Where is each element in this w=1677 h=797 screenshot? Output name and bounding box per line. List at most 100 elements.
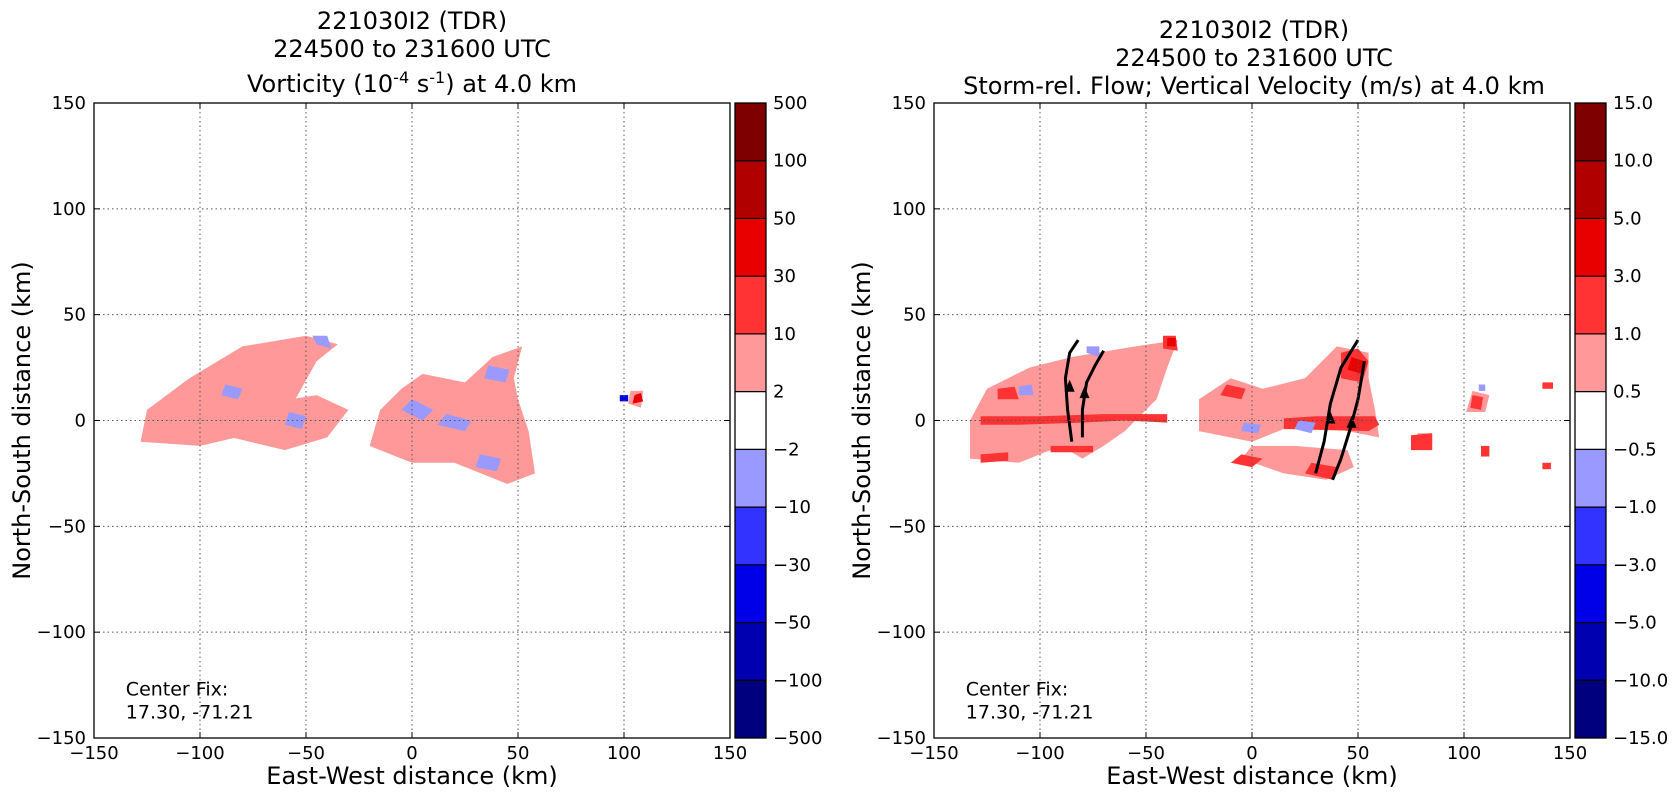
y-axis-label: North-South distance (km): [8, 261, 36, 580]
colorbar-tick-label: −0.5: [1613, 439, 1657, 460]
y-tick-label: 150: [52, 93, 86, 114]
contour-region: [980, 414, 1168, 425]
contour-region: [980, 452, 1009, 463]
colorbar-tick-label: −500: [773, 728, 822, 749]
contour-region: [1542, 382, 1553, 389]
colorbar-segment: [1575, 160, 1606, 219]
x-tick-label: 0: [1246, 743, 1257, 764]
streamline: [1080, 349, 1105, 438]
colorbar-segment: [735, 622, 766, 681]
colorbar-tick-label: −1.0: [1613, 497, 1657, 518]
contour-region: [369, 346, 535, 484]
contour-region: [284, 412, 306, 429]
contour-region: [1347, 357, 1365, 374]
center-fix-value: 17.30, -71.21: [126, 702, 254, 724]
colorbar-segment: [1575, 103, 1606, 161]
title-line-1: 221030I2 (TDR): [1159, 16, 1349, 44]
title-line-3: Storm-rel. Flow; Vertical Velocity (m/s)…: [963, 72, 1545, 100]
colorbar-tick-label: 50: [773, 208, 796, 229]
x-tick-label: 100: [1447, 743, 1481, 764]
contour-region: [1220, 384, 1246, 400]
y-tick-label: −50: [48, 516, 86, 537]
x-tick-label: −50: [287, 743, 325, 764]
x-tick-label: 0: [406, 743, 417, 764]
colorbar-tick-label: −15.0: [1613, 728, 1668, 749]
colorbar-tick-label: −2: [773, 439, 800, 460]
colorbar-segment: [1575, 276, 1606, 334]
colorbar-segment: [1575, 622, 1606, 681]
colorbar-segment: [735, 680, 766, 738]
center-fix-value: 17.30, -71.21: [966, 702, 1094, 724]
colorbar-tick-label: 100: [773, 151, 807, 172]
title-prefix: Vorticity (10: [247, 70, 393, 98]
center-fix-label: Center Fix:: [966, 679, 1068, 701]
y-axis-label: North-South distance (km): [848, 261, 876, 580]
colorbar-tick-label: −10: [773, 497, 811, 518]
colorbar-tick-label: 500: [773, 93, 807, 114]
contour-region: [632, 393, 644, 404]
colorbar-segment: [1575, 391, 1606, 450]
y-tick-label: −100: [877, 622, 926, 643]
title-line-3: Vorticity (10-4 s-1) at 4.0 km: [247, 68, 577, 98]
x-tick-label: −50: [1127, 743, 1165, 764]
y-tick-label: −150: [877, 728, 926, 749]
contour-region: [997, 386, 1019, 400]
contour-region: [1305, 462, 1337, 480]
streamline-arrowhead: [1079, 386, 1090, 399]
x-tick-label: −100: [175, 743, 224, 764]
x-tick-label: −100: [1015, 743, 1064, 764]
colorbar-tick-label: 1.0: [1613, 324, 1642, 345]
title-line-1: 221030I2 (TDR): [317, 7, 507, 35]
x-axis-label: East-West distance (km): [266, 762, 557, 790]
contour-region: [437, 414, 472, 432]
colorbar-tick-label: −50: [773, 613, 811, 634]
contour-region: [401, 399, 434, 421]
contour-region: [1294, 420, 1316, 434]
contour-region: [475, 454, 501, 472]
x-tick-label: −150: [909, 743, 958, 764]
colorbar-segment: [735, 564, 766, 623]
colorbar-tick-label: 3.0: [1613, 266, 1642, 287]
colorbar-tick-label: 30: [773, 266, 796, 287]
contour-region: [1481, 445, 1490, 457]
x-tick-label: 50: [1347, 743, 1370, 764]
contour-region: [1018, 384, 1034, 396]
contour-region: [1230, 454, 1263, 468]
contour-region: [1241, 422, 1261, 434]
contour-region: [221, 384, 243, 400]
contour-region: [312, 335, 332, 349]
x-tick-label: 50: [507, 743, 530, 764]
x-tick-label: −150: [69, 743, 118, 764]
colorbar-segment: [1575, 680, 1606, 738]
contour-region: [1542, 462, 1551, 470]
streamline-arrowhead: [1064, 379, 1075, 392]
contour-region: [1241, 445, 1354, 480]
y-tick-label: 50: [903, 305, 926, 326]
vorticity-panel: 221030I2 (TDR) 224500 to 231600 UTC Vort…: [8, 7, 822, 790]
colorbar-segment: [1575, 333, 1606, 392]
y-tick-label: −150: [37, 728, 86, 749]
contour-region: [619, 395, 629, 402]
x-axis-label: East-West distance (km): [1106, 762, 1397, 790]
colorbar-tick-label: 15.0: [1613, 93, 1653, 114]
title-line-2: 224500 to 231600 UTC: [273, 35, 551, 63]
title-suffix: ) at 4.0 km: [445, 70, 577, 98]
x-tick-label: 100: [607, 743, 641, 764]
contour-region: [1470, 395, 1484, 410]
y-tick-label: −100: [37, 622, 86, 643]
y-tick-label: 100: [892, 199, 926, 220]
colorbar-tick-label: −10.0: [1613, 670, 1668, 691]
streamline-arrowhead: [1346, 415, 1357, 428]
colorbar-segment: [735, 391, 766, 450]
colorbar-tick-label: 5.0: [1613, 208, 1642, 229]
streamline: [1314, 339, 1360, 474]
colorbar-segment: [1575, 507, 1606, 565]
contour-region: [970, 340, 1178, 463]
colorbar-frame: [734, 102, 767, 739]
colorbar-segment: [1575, 218, 1606, 277]
colorbar-segment: [735, 333, 766, 392]
colorbar-tick-label: −100: [773, 670, 822, 691]
contour-region: [1478, 384, 1486, 391]
contour-region: [1086, 346, 1100, 357]
colorbar-segment: [735, 218, 766, 277]
